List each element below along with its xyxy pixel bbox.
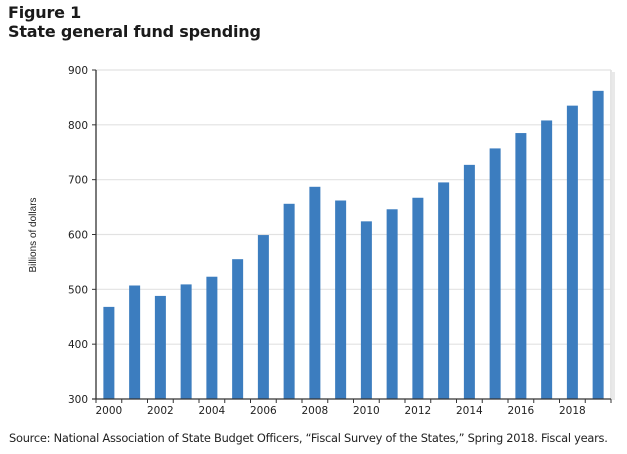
y-tick-labels: 300 400 500 600 700 800 900: [68, 65, 88, 406]
bar-2019: [592, 90, 604, 399]
gridlines: [96, 69, 611, 345]
bar-2018: [566, 105, 578, 399]
frame-shadow: [612, 72, 615, 400]
bar-2000: [103, 306, 115, 399]
x-tick-label-2006: 2006: [250, 405, 277, 417]
source-note: Source: National Association of State Bu…: [9, 431, 608, 445]
x-tick-label-2016: 2016: [508, 405, 535, 417]
bar-2010: [360, 221, 372, 399]
y-tick-label-500: 500: [68, 284, 88, 296]
bar-2017: [541, 120, 553, 399]
bar-2011: [386, 209, 398, 399]
y-tick-label-300: 300: [68, 394, 88, 406]
bar-2016: [515, 133, 527, 399]
bar-2012: [412, 197, 424, 399]
x-tick-label-2002: 2002: [147, 405, 174, 417]
bar-2008: [309, 186, 321, 399]
figure-label: Figure 1: [8, 3, 82, 22]
y-tick-label-700: 700: [68, 175, 88, 187]
x-tick-label-2000: 2000: [96, 405, 123, 417]
bar-2005: [232, 259, 244, 399]
bar-2001: [129, 285, 141, 399]
y-tick-label-600: 600: [68, 230, 88, 242]
bar-2004: [206, 276, 218, 399]
x-tick-label-2014: 2014: [456, 405, 483, 417]
figure-title: State general fund spending: [8, 22, 261, 41]
y-tick-label-400: 400: [68, 339, 88, 351]
bar-2013: [438, 182, 450, 399]
bar-2014: [463, 164, 475, 399]
bars: [103, 90, 604, 399]
y-tick-label-800: 800: [68, 120, 88, 132]
bar-2002: [154, 295, 166, 399]
chart-frame: [610, 70, 615, 400]
x-tick-labels: 2000 2002 2004 2006 2008 2010 2012 2014 2016 2018: [96, 405, 586, 417]
bar-2006: [257, 235, 269, 399]
y-axis-label: Billions of dollars: [28, 197, 39, 272]
axes: [92, 69, 612, 403]
x-tick-label-2008: 2008: [302, 405, 329, 417]
x-tick-label-2012: 2012: [405, 405, 432, 417]
x-tick-label-2004: 2004: [199, 405, 226, 417]
bar-2007: [283, 203, 295, 399]
bar-2009: [335, 200, 347, 399]
x-tick-label-2010: 2010: [353, 405, 380, 417]
y-tick-label-900: 900: [68, 65, 88, 77]
x-tick-label-2018: 2018: [559, 405, 586, 417]
bar-2003: [180, 284, 192, 399]
bar-2015: [489, 148, 501, 399]
